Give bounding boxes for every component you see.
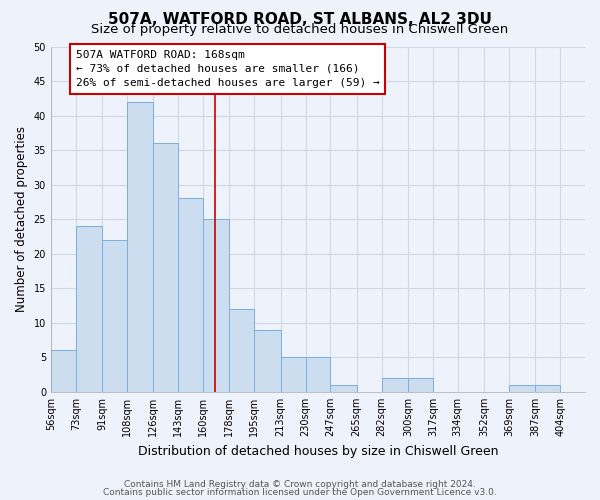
Text: Contains public sector information licensed under the Open Government Licence v3: Contains public sector information licen… <box>103 488 497 497</box>
Bar <box>51 350 76 392</box>
Bar <box>178 198 203 392</box>
Text: Contains HM Land Registry data © Crown copyright and database right 2024.: Contains HM Land Registry data © Crown c… <box>124 480 476 489</box>
Text: 507A, WATFORD ROAD, ST ALBANS, AL2 3DU: 507A, WATFORD ROAD, ST ALBANS, AL2 3DU <box>108 12 492 28</box>
Bar <box>102 240 127 392</box>
X-axis label: Distribution of detached houses by size in Chiswell Green: Distribution of detached houses by size … <box>138 444 498 458</box>
Y-axis label: Number of detached properties: Number of detached properties <box>15 126 28 312</box>
Bar <box>305 358 331 392</box>
Bar <box>331 385 357 392</box>
Bar <box>509 385 535 392</box>
Text: 507A WATFORD ROAD: 168sqm
← 73% of detached houses are smaller (166)
26% of semi: 507A WATFORD ROAD: 168sqm ← 73% of detac… <box>76 50 380 88</box>
Bar <box>229 309 254 392</box>
Bar <box>408 378 433 392</box>
Bar <box>76 226 102 392</box>
Bar <box>281 358 305 392</box>
Bar <box>203 219 229 392</box>
Bar <box>382 378 408 392</box>
Bar <box>254 330 281 392</box>
Bar <box>535 385 560 392</box>
Bar <box>127 102 154 392</box>
Text: Size of property relative to detached houses in Chiswell Green: Size of property relative to detached ho… <box>91 24 509 36</box>
Bar <box>154 143 178 392</box>
